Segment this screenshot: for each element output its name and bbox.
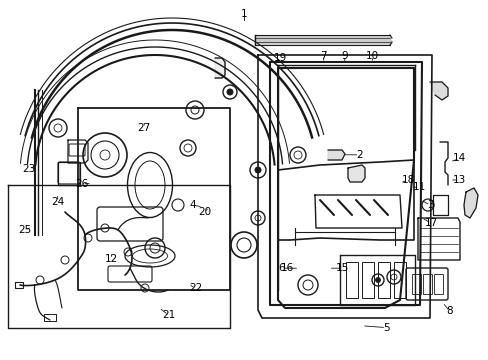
Bar xyxy=(15,282,23,288)
Polygon shape xyxy=(327,150,345,160)
Text: 1: 1 xyxy=(241,9,247,19)
Text: 16: 16 xyxy=(280,263,294,273)
Text: 3: 3 xyxy=(426,200,433,210)
Text: 27: 27 xyxy=(137,123,151,133)
Bar xyxy=(44,314,56,321)
Text: 5: 5 xyxy=(382,323,389,333)
Text: 20: 20 xyxy=(198,207,210,217)
Text: 24: 24 xyxy=(51,197,64,207)
Polygon shape xyxy=(463,188,477,218)
Bar xyxy=(346,262,357,298)
Text: 14: 14 xyxy=(452,153,466,163)
Circle shape xyxy=(254,167,261,173)
Polygon shape xyxy=(254,36,391,44)
Text: 17: 17 xyxy=(424,218,437,228)
Circle shape xyxy=(375,278,380,283)
Bar xyxy=(411,274,420,294)
Text: 7: 7 xyxy=(320,51,326,61)
Text: 15: 15 xyxy=(335,263,348,273)
Text: 25: 25 xyxy=(18,225,31,235)
Text: 6: 6 xyxy=(277,263,284,273)
Bar xyxy=(393,262,405,298)
Text: 11: 11 xyxy=(412,182,426,192)
Polygon shape xyxy=(429,82,447,100)
Text: 8: 8 xyxy=(446,306,452,316)
Text: 13: 13 xyxy=(452,175,466,185)
Circle shape xyxy=(226,89,232,95)
Circle shape xyxy=(172,199,183,211)
Text: 26: 26 xyxy=(75,179,89,189)
Text: 22: 22 xyxy=(188,283,202,293)
Text: 18: 18 xyxy=(401,175,414,185)
Text: 2: 2 xyxy=(355,150,362,160)
Text: 12: 12 xyxy=(104,254,118,264)
Text: 4: 4 xyxy=(189,200,196,210)
Bar xyxy=(377,262,389,298)
Polygon shape xyxy=(347,165,364,182)
Text: 10: 10 xyxy=(366,51,378,61)
Text: 19: 19 xyxy=(273,53,287,63)
Polygon shape xyxy=(215,58,224,78)
Text: 23: 23 xyxy=(22,164,36,174)
Bar xyxy=(422,274,431,294)
Bar xyxy=(433,274,442,294)
Text: 21: 21 xyxy=(162,310,175,320)
Text: 9: 9 xyxy=(341,51,347,61)
Bar xyxy=(361,262,373,298)
